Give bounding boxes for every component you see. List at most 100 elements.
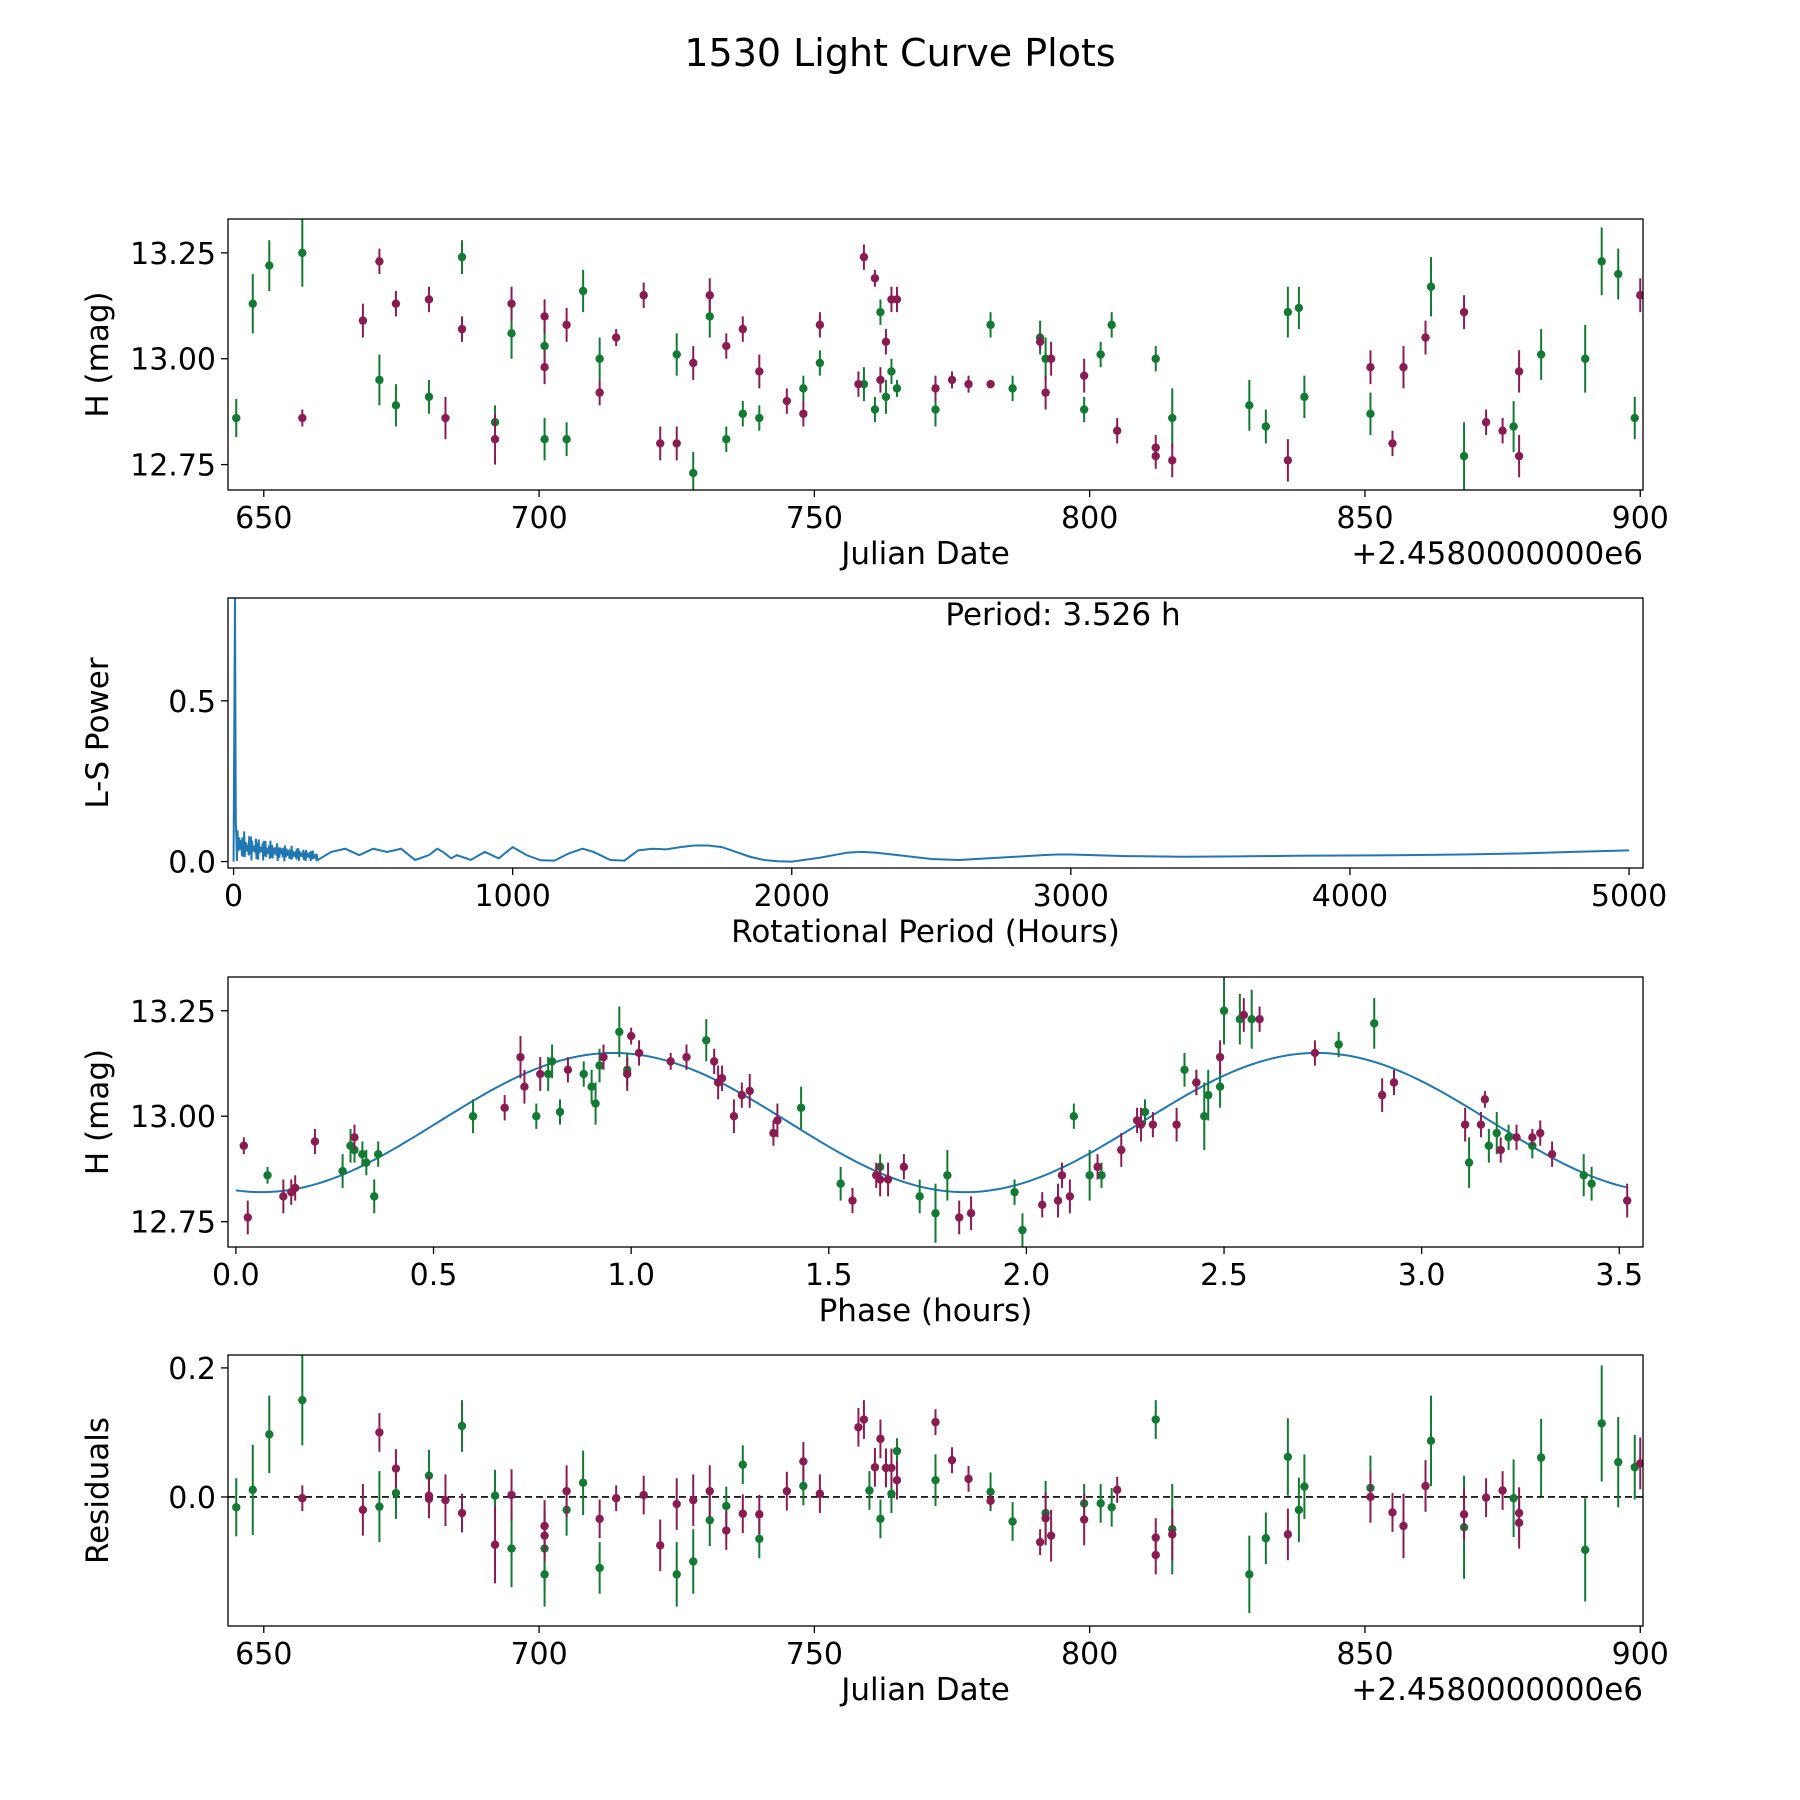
data-point: [1636, 291, 1643, 300]
data-point: [1041, 1514, 1050, 1523]
data-point: [457, 1508, 467, 1518]
data-point: [1498, 1486, 1507, 1495]
data-point: [1370, 1019, 1379, 1028]
x-tick-label: 2.5: [1200, 1258, 1248, 1293]
y-axis-label: Residuals: [80, 1417, 116, 1564]
data-point: [1168, 413, 1177, 423]
data-point: [986, 1487, 995, 1496]
data-point: [1579, 1171, 1588, 1180]
data-point: [859, 252, 869, 262]
x-tick-label: 2000: [754, 879, 830, 914]
data-point: [1614, 1457, 1623, 1467]
data-point: [943, 1171, 952, 1180]
data-point: [1079, 371, 1089, 380]
data-point: [1294, 303, 1304, 313]
data-point: [881, 392, 891, 402]
data-point: [709, 1057, 719, 1066]
data-point: [1496, 1145, 1505, 1155]
data-point: [1481, 1493, 1491, 1502]
chart-panel-phased: 0.0 0.5 1.0 1.5 2.0 2.5 3.0 3.5 12.75 13.00 13.25 P…: [80, 976, 1644, 1329]
data-point: [931, 1209, 940, 1218]
data-point: [536, 1069, 545, 1079]
data-point: [1151, 451, 1160, 461]
data-point: [1388, 439, 1397, 448]
data-point: [1261, 1534, 1271, 1543]
data-point: [599, 1052, 608, 1062]
data-point: [705, 1515, 714, 1525]
data-point: [1459, 307, 1469, 317]
data-point: [1010, 1187, 1019, 1197]
data-point: [1079, 1515, 1089, 1524]
data-point: [705, 291, 714, 300]
x-axis-label: Julian Date: [839, 536, 1010, 572]
data-point: [672, 350, 681, 359]
data-point: [1008, 384, 1017, 393]
y-axis-label: L-S Power: [80, 657, 116, 808]
data-point: [1151, 1533, 1160, 1542]
data-point: [516, 1052, 525, 1062]
y-tick-label: 12.75: [130, 449, 216, 484]
data-point: [424, 1471, 434, 1480]
plot-area: [235, 977, 1632, 1247]
data-point: [682, 1052, 691, 1062]
data-point: [265, 1430, 274, 1439]
data-point: [457, 324, 467, 334]
data-point: [1038, 1200, 1047, 1210]
data-point: [1630, 413, 1639, 423]
data-point: [232, 413, 241, 423]
data-point: [931, 1417, 940, 1427]
data-point: [892, 384, 902, 393]
data-point: [689, 1557, 698, 1566]
data-point: [1192, 1078, 1201, 1087]
data-point: [239, 1141, 249, 1150]
data-point: [298, 1395, 307, 1405]
data-point: [1498, 426, 1507, 435]
y-tick-label: 0.2: [168, 1352, 216, 1387]
data-point: [773, 1116, 782, 1125]
data-point: [799, 1457, 808, 1466]
data-point: [854, 1423, 863, 1432]
x-tick-label: 800: [1061, 501, 1118, 536]
data-point: [1597, 1419, 1606, 1428]
data-point: [1283, 1452, 1293, 1462]
x-tick-label: 650: [235, 1637, 292, 1672]
x-tick-label: 3.0: [1398, 1258, 1446, 1293]
data-point: [391, 299, 401, 308]
data-point: [705, 1486, 714, 1496]
data-point: [1136, 1120, 1146, 1129]
data-point: [745, 1086, 754, 1096]
data-point: [1514, 1518, 1524, 1527]
y-tick-label: 13.00: [130, 1100, 216, 1135]
data-point: [562, 320, 571, 330]
data-point: [375, 1428, 384, 1437]
data-point: [375, 257, 384, 266]
plot-area: [232, 598, 1630, 863]
data-point: [815, 320, 825, 330]
data-point: [490, 1491, 500, 1500]
data-point: [468, 1112, 478, 1121]
data-point: [1151, 354, 1160, 363]
data-point: [738, 409, 747, 418]
data-point: [672, 1499, 681, 1509]
data-point: [722, 1526, 731, 1535]
data-point: [1334, 1040, 1343, 1049]
data-point: [424, 392, 434, 402]
data-point: [391, 401, 401, 410]
data-point: [298, 413, 307, 423]
model-fit-curve: [235, 1051, 1628, 1194]
data-point: [964, 1474, 973, 1484]
data-point: [892, 295, 902, 304]
data-point: [507, 299, 516, 308]
data-point: [887, 367, 896, 376]
plot-area: [232, 219, 1643, 490]
axes-frame: [227, 976, 1644, 1248]
data-point: [1504, 1133, 1513, 1142]
data-point: [755, 413, 764, 423]
data-point: [705, 312, 714, 321]
data-point: [634, 1048, 644, 1058]
data-point: [1622, 1196, 1632, 1205]
x-tick-label: 900: [1612, 1637, 1669, 1672]
data-point: [672, 439, 681, 448]
x-offset-text: +2.4580000000e6: [1351, 1672, 1643, 1708]
data-point: [892, 1446, 902, 1456]
